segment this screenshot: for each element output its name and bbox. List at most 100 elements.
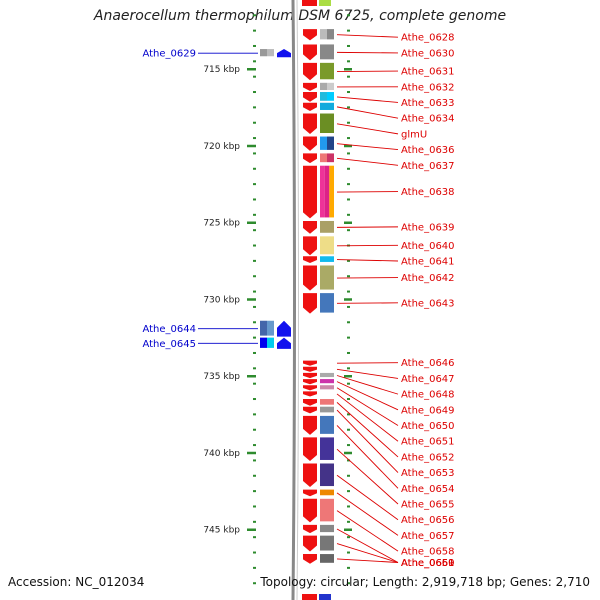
reverse-gene-label[interactable]: Athe_0642 [401, 273, 455, 284]
reverse-gene-label[interactable]: Athe_0632 [401, 82, 455, 93]
reverse-gene-arrow[interactable] [303, 113, 317, 135]
scale-dot-right [347, 91, 350, 94]
reverse-gene-arrow[interactable] [303, 82, 317, 92]
reverse-gene-label[interactable]: Athe_0654 [401, 484, 455, 495]
scale-dot-left [253, 398, 256, 401]
reverse-label-leader [336, 448, 399, 505]
reverse-gene-label[interactable]: Athe_0661 [401, 558, 455, 569]
reverse-gene-label[interactable]: Athe_0630 [401, 48, 455, 59]
reverse-gene-label[interactable]: Athe_0659 [401, 558, 455, 569]
reverse-gene-arrow[interactable] [303, 265, 317, 291]
reverse-gene-label[interactable]: Athe_0651 [401, 437, 455, 448]
reverse-gene-arrow[interactable] [303, 136, 317, 151]
reverse-gene-label[interactable]: Athe_0655 [401, 500, 455, 511]
cog-color-box [320, 489, 334, 496]
reverse-gene-arrow[interactable] [303, 153, 317, 164]
reverse-gene-label[interactable]: Athe_0634 [401, 114, 455, 125]
reverse-gene-label[interactable]: Athe_0657 [401, 531, 455, 542]
forward-gene-arrow[interactable] [277, 49, 291, 58]
cog-stub [319, 594, 331, 600]
reverse-gene-arrow[interactable] [303, 366, 317, 372]
reverse-gene-arrow[interactable] [303, 385, 317, 391]
scale-dot-right [347, 106, 350, 109]
reverse-gene-label[interactable]: Athe_0639 [401, 222, 455, 233]
scale-major-tick [247, 144, 256, 148]
reverse-gene-arrow[interactable] [303, 524, 317, 534]
reverse-gene-arrow[interactable] [303, 236, 317, 256]
reverse-gene-arrow[interactable] [303, 102, 317, 111]
forward-gene-arrow[interactable] [277, 337, 291, 349]
reverse-label-leader [336, 425, 399, 489]
forward-gene-arrow[interactable] [277, 320, 291, 337]
reverse-gene-arrow[interactable] [303, 165, 317, 219]
reverse-gene-label[interactable]: Athe_0653 [401, 468, 455, 479]
reverse-gene-arrow[interactable] [303, 399, 317, 406]
scale-tick-label: 720 kbp [203, 142, 240, 152]
reverse-gene-arrow[interactable] [303, 379, 317, 385]
reverse-gene-arrow[interactable] [303, 415, 317, 435]
cog-color-box [320, 379, 334, 384]
scale-dot-left [253, 474, 256, 477]
reverse-gene-label[interactable]: Athe_0648 [401, 390, 455, 401]
scale-dot-right [347, 382, 350, 385]
reverse-gene-arrow[interactable] [303, 437, 317, 461]
reverse-gene-arrow[interactable] [303, 489, 317, 497]
reverse-label-leader [336, 34, 399, 38]
reverse-label-leader [336, 70, 399, 73]
reverse-gene-label[interactable]: Athe_0652 [401, 452, 455, 463]
forward-strand-layer: Athe_0629 Athe_0644 Athe_0645 [142, 49, 291, 350]
forward-gene-label[interactable]: Athe_0644 [142, 324, 196, 335]
reverse-gene-arrow[interactable] [303, 29, 317, 41]
reverse-gene-arrow[interactable] [303, 498, 317, 523]
reverse-gene-label[interactable]: Athe_0660 [401, 558, 455, 569]
reverse-label-leader [336, 226, 399, 228]
reverse-gene-label[interactable]: Athe_0646 [401, 358, 455, 369]
reverse-gene-arrow[interactable] [303, 92, 317, 102]
scale-dot-left [253, 367, 256, 370]
reverse-gene-arrow[interactable] [303, 463, 317, 488]
reverse-gene-arrow[interactable] [303, 220, 317, 234]
reverse-gene-arrow[interactable] [303, 406, 317, 414]
cog-color-box [320, 406, 334, 413]
scale-dot-right [347, 305, 350, 308]
reverse-gene-label[interactable]: Athe_0628 [401, 33, 455, 44]
scale-dot-right [347, 44, 350, 47]
reverse-gene-label[interactable]: Athe_0649 [401, 405, 455, 416]
reverse-gene-label[interactable]: Athe_0643 [401, 298, 455, 309]
reverse-gene-arrow[interactable] [303, 293, 317, 314]
reverse-gene-label[interactable]: Athe_0658 [401, 547, 455, 558]
cog-color-box [320, 293, 334, 313]
scale-dot-right [347, 321, 350, 324]
reverse-gene-label[interactable]: Athe_0633 [401, 98, 455, 109]
gene-label-layer: Athe_0628 Athe_0630 Athe_0631 Athe_0632 Athe… [336, 33, 455, 569]
reverse-gene-label[interactable]: Athe_0640 [401, 241, 455, 252]
reverse-gene-label[interactable]: glmU [401, 129, 427, 140]
reverse-label-leader [336, 302, 399, 304]
reverse-gene-arrow[interactable] [303, 256, 317, 263]
scale-dot-right [347, 459, 350, 462]
scale-major-tick-right [344, 298, 352, 301]
reverse-gene-label[interactable]: Athe_0641 [401, 256, 455, 267]
reverse-gene-label[interactable]: Athe_0656 [401, 515, 455, 526]
scale-dot-left [253, 213, 256, 216]
reverse-gene-label[interactable]: Athe_0631 [401, 67, 455, 78]
reverse-label-leader [336, 402, 399, 458]
reverse-gene-arrow[interactable] [303, 535, 317, 552]
reverse-gene-label[interactable]: Athe_0638 [401, 187, 455, 198]
forward-gene-label[interactable]: Athe_0629 [142, 49, 196, 60]
reverse-gene-arrow[interactable] [303, 372, 317, 379]
reverse-gene-label[interactable]: Athe_0647 [401, 374, 455, 385]
forward-gene-label[interactable]: Athe_0645 [142, 339, 196, 350]
cog-color-box [320, 82, 327, 91]
reverse-gene-label[interactable]: Athe_0650 [401, 421, 455, 432]
reverse-gene-arrow[interactable] [303, 391, 317, 397]
reverse-label-leader [336, 474, 399, 521]
reverse-gene-label[interactable]: Athe_0636 [401, 145, 455, 156]
reverse-gene-arrow[interactable] [303, 44, 317, 61]
reverse-gene-label[interactable]: Athe_0637 [401, 161, 455, 172]
scale-major-tick-right [344, 451, 352, 455]
reverse-gene-arrow[interactable] [303, 62, 317, 81]
reverse-gene-arrow[interactable] [303, 360, 317, 366]
reverse-gene-arrow[interactable] [303, 554, 317, 564]
cog-color-box [327, 29, 334, 40]
